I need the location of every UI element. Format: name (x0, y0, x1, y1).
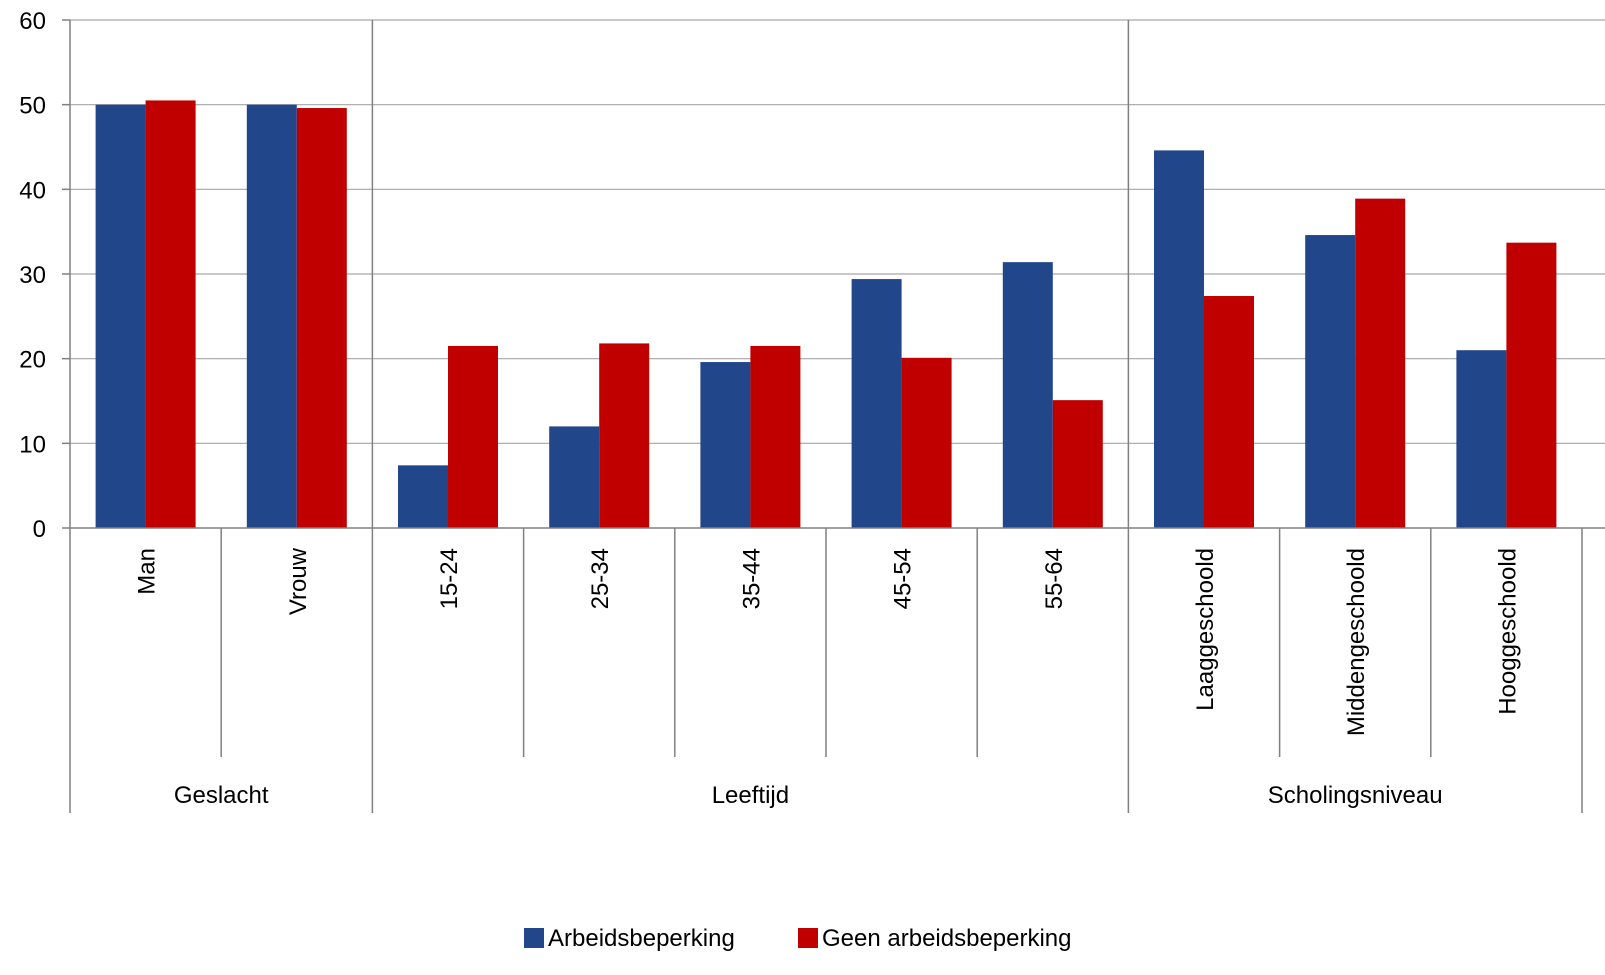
bar-arbeidsbeperking-laaggeschoold (1154, 150, 1204, 529)
category-label-15-24: 15-24 (436, 548, 463, 609)
group-label-geslacht: Geslacht (174, 782, 269, 809)
bar-geen-arbeidsbeperking-middengeschoold (1355, 198, 1406, 528)
bar-arbeidsbeperking-hooggeschoold (1456, 350, 1507, 528)
y-tick-label-0: 0 (33, 516, 46, 543)
bar-arbeidsbeperking-vrouw (246, 104, 297, 529)
bar-arbeidsbeperking-45-54 (851, 279, 902, 528)
bar-geen-arbeidsbeperking-45-54 (901, 357, 952, 528)
bar-geen-arbeidsbeperking-man (145, 100, 196, 528)
bar-arbeidsbeperking-25-34 (549, 426, 600, 528)
y-axis-tick-labels: 0 10 20 30 40 50 60 (19, 8, 46, 543)
y-tick-label-40: 40 (19, 177, 46, 204)
category-label-45-54: 45-54 (890, 548, 917, 609)
bar-arbeidsbeperking-middengeschoold (1305, 235, 1356, 528)
bar-geen-arbeidsbeperking-15-24 (448, 345, 498, 528)
category-label-laaggeschoold: Laaggeschoold (1192, 548, 1219, 711)
legend: Arbeidsbeperking Geen arbeidsbeperking (524, 925, 1072, 952)
axes (62, 19, 1605, 813)
bar-arbeidsbeperking-35-44 (700, 362, 751, 528)
y-tick-label-20: 20 (19, 347, 46, 374)
y-tick-label-10: 10 (19, 431, 46, 458)
bar-geen-arbeidsbeperking-hooggeschoold (1506, 242, 1557, 528)
category-label-25-34: 25-34 (587, 548, 614, 609)
group-labels: Geslacht Leeftijd Scholingsniveau (174, 782, 1443, 809)
y-tick-label-60: 60 (19, 8, 46, 35)
y-tick-label-50: 50 (19, 93, 46, 120)
category-label-vrouw: Vrouw (285, 547, 312, 615)
legend-label-geen-arbeidsbeperking: Geen arbeidsbeperking (822, 925, 1072, 952)
legend-swatch-geen-arbeidsbeperking (798, 928, 818, 948)
category-label-55-64: 55-64 (1041, 548, 1068, 609)
category-label-middengeschoold: Middengeschoold (1343, 548, 1370, 736)
bar-geen-arbeidsbeperking-25-34 (599, 343, 650, 528)
bar-geen-arbeidsbeperking-vrouw (296, 108, 347, 528)
category-label-35-44: 35-44 (738, 548, 765, 609)
bar-geen-arbeidsbeperking-laaggeschoold (1204, 296, 1254, 528)
legend-label-arbeidsbeperking: Arbeidsbeperking (548, 925, 735, 952)
bar-arbeidsbeperking-man (95, 104, 146, 529)
bar-arbeidsbeperking-55-64 (1002, 262, 1053, 528)
group-label-leeftijd: Leeftijd (712, 782, 789, 809)
bar-geen-arbeidsbeperking-35-44 (750, 345, 801, 528)
legend-swatch-arbeidsbeperking (524, 928, 544, 948)
bars (95, 100, 1557, 529)
group-label-scholingsniveau: Scholingsniveau (1268, 782, 1443, 809)
bar-arbeidsbeperking-15-24 (398, 465, 448, 528)
bar-geen-arbeidsbeperking-55-64 (1052, 400, 1103, 528)
category-label-hooggeschoold: Hooggeschoold (1494, 548, 1521, 715)
y-tick-label-30: 30 (19, 262, 46, 289)
category-label-man: Man (134, 548, 161, 595)
category-labels: Man Vrouw 15-24 25-34 35-44 45-54 55-64 Laagges… (134, 547, 1522, 736)
